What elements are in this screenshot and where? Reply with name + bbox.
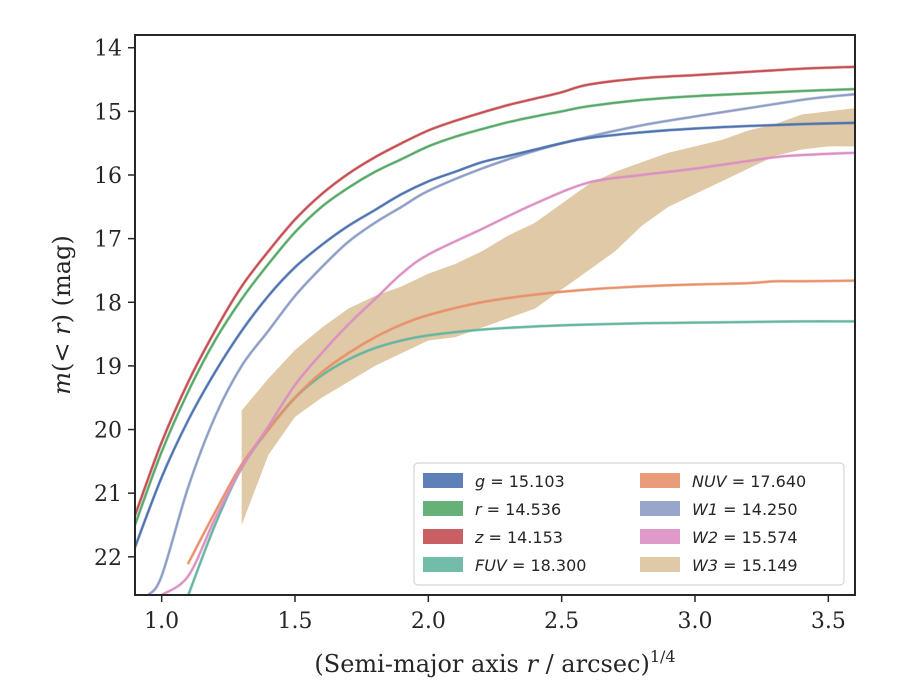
legend-swatch-w3 bbox=[640, 557, 680, 572]
series-w1-line bbox=[147, 93, 855, 595]
x-axis-label: (Semi-major axis r / arcsec)1/4 bbox=[314, 647, 675, 678]
x-tick-label: 1.5 bbox=[278, 609, 313, 634]
legend-swatch-w2 bbox=[640, 529, 680, 544]
x-tick-label: 3.5 bbox=[811, 609, 846, 634]
x-tick-label: 1.0 bbox=[144, 609, 179, 634]
legend-label-fuv: FUV = 18.300 bbox=[475, 556, 586, 575]
series-nuv-line bbox=[187, 279, 855, 565]
plot-frame bbox=[134, 34, 856, 596]
series-w3-band bbox=[241, 108, 855, 525]
series-z-line bbox=[135, 65, 855, 517]
legend-label-w3: W3 = 15.149 bbox=[692, 556, 798, 575]
y-tick-label: 18 bbox=[94, 291, 122, 316]
x-axis: 1.0 1.5 2.0 2.5 3.0 3.5 bbox=[144, 595, 846, 634]
series-w2-line bbox=[160, 151, 855, 595]
legend-swatch-r bbox=[423, 501, 463, 516]
legend-label-w2: W2 = 15.574 bbox=[692, 528, 798, 547]
legend-label-z: z = 14.153 bbox=[474, 528, 563, 547]
legend-label-r: r = 14.536 bbox=[475, 500, 561, 519]
y-tick-label: 14 bbox=[94, 37, 122, 62]
y-axis-label: m(< r) (mag) bbox=[48, 235, 76, 395]
x-tick-label: 2.5 bbox=[544, 609, 579, 634]
y-tick-label: 22 bbox=[94, 546, 122, 571]
legend: g = 15.103 r = 14.536 z = 14.153 FUV = 18.3… bbox=[413, 462, 845, 586]
legend-swatch-fuv bbox=[423, 557, 463, 572]
legend-box bbox=[413, 462, 845, 586]
legend-swatch-g bbox=[423, 473, 463, 488]
legend-swatch-w1 bbox=[640, 501, 680, 516]
series-r-line bbox=[135, 88, 855, 526]
series-g-line bbox=[135, 121, 855, 549]
legend-swatch-z bbox=[423, 529, 463, 544]
y-tick-label: 19 bbox=[94, 355, 122, 380]
y-tick-label: 16 bbox=[94, 164, 122, 189]
y-tick-label: 17 bbox=[94, 228, 122, 253]
legend-label-nuv: NUV = 17.640 bbox=[692, 472, 806, 491]
legend-label-w1: W1 = 14.250 bbox=[692, 500, 798, 519]
x-tick-label: 2.0 bbox=[411, 609, 446, 634]
x-tick-label: 3.0 bbox=[678, 609, 713, 634]
y-tick-label: 20 bbox=[94, 419, 122, 444]
legend-swatch-nuv bbox=[640, 473, 680, 488]
legend-label-g: g = 15.103 bbox=[475, 472, 565, 491]
y-axis: 14 15 16 17 18 19 20 21 22 bbox=[94, 37, 135, 571]
series-layer bbox=[135, 65, 855, 595]
y-tick-label: 15 bbox=[94, 100, 122, 125]
y-tick-label: 21 bbox=[94, 482, 122, 507]
